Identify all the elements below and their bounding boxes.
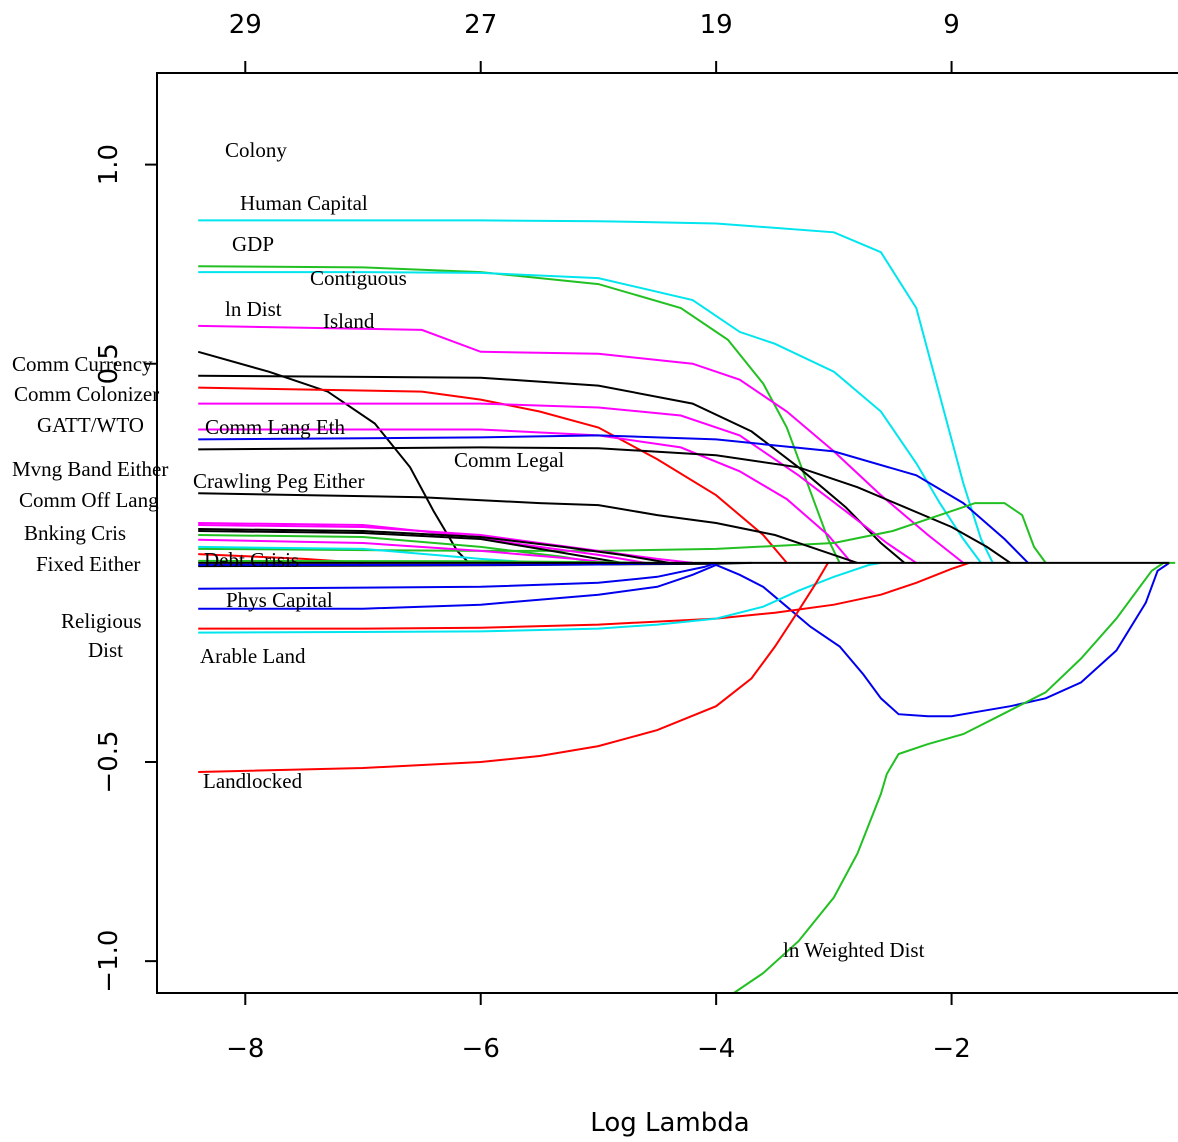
top-tick-label: 29 — [229, 10, 262, 40]
series-label: Debt Crisis — [204, 548, 299, 572]
series-label: Comm Legal — [454, 448, 564, 472]
series-line-14 — [198, 522, 646, 564]
x-tick-label: −8 — [226, 1034, 264, 1064]
series-line-1 — [198, 265, 841, 564]
series-line-27 — [198, 561, 882, 634]
series-line-10 — [198, 446, 1011, 564]
series-line-24 — [198, 561, 717, 590]
series-label: Arable Land — [200, 644, 306, 668]
series-label: Island — [323, 309, 375, 333]
series-line-12 — [198, 492, 858, 564]
series-line-9 — [198, 434, 1029, 564]
series-labels: Colony Human Capital GDP Contiguous ln D… — [12, 138, 925, 962]
top-tick-label: 9 — [943, 10, 960, 40]
series-label: Bnking Cris — [24, 521, 126, 545]
series-line-0 — [198, 219, 994, 564]
series-label: Comm Colonizer — [14, 382, 159, 406]
series-label: Comm Off Lang — [19, 488, 159, 512]
series-lines — [197, 219, 1176, 994]
series-label: GATT/WTO — [37, 413, 144, 437]
series-label: Dist — [88, 638, 123, 662]
series-line-7 — [198, 402, 917, 564]
series-line-16 — [198, 530, 623, 564]
series-label: Landlocked — [203, 769, 303, 793]
series-line-29 — [733, 561, 1176, 994]
series-line-2 — [198, 271, 982, 564]
series-label: Contiguous — [310, 266, 407, 290]
plot-frame — [156, 72, 1178, 994]
series-label: Colony — [225, 138, 287, 162]
series-label: Human Capital — [240, 191, 368, 215]
series-label: ln Weighted Dist — [783, 938, 925, 962]
series-label: Phys Capital — [226, 588, 333, 612]
x-tick-label: −4 — [697, 1034, 735, 1064]
series-label: Crawling Peg Either — [193, 469, 364, 493]
top-tick-label: 19 — [700, 10, 733, 40]
series-line-18 — [198, 538, 611, 564]
series-line-8 — [198, 428, 853, 564]
x-axis-title: Log Lambda — [590, 1108, 749, 1138]
y-tick-label: −1.0 — [94, 930, 124, 993]
axes: −8−6−4−2029271990−1.0−0.50.51.0 — [94, 10, 971, 1064]
series-line-13 — [198, 524, 693, 564]
series-line-28 — [198, 562, 829, 773]
series-label: GDP — [232, 232, 274, 256]
y-tick-label: 1.0 — [94, 144, 124, 185]
x-tick-label: −6 — [462, 1034, 500, 1064]
series-label: Fixed Either — [36, 552, 140, 576]
series-line-26 — [198, 561, 970, 630]
series-line-3 — [198, 324, 964, 564]
series-line-5 — [198, 374, 906, 564]
top-tick-label: 27 — [464, 10, 497, 40]
series-line-15 — [198, 528, 670, 564]
y-tick-label: 0.5 — [94, 343, 124, 384]
series-line-6 — [198, 386, 788, 564]
y-tick-label: −0.5 — [94, 730, 124, 793]
series-label: Religious — [61, 609, 142, 633]
series-label: Mvng Band Either — [12, 457, 168, 481]
x-tick-label: −2 — [932, 1034, 970, 1064]
series-line-25 — [198, 562, 1170, 718]
series-label: Comm Lang Eth — [205, 415, 345, 439]
series-label: ln Dist — [225, 297, 282, 321]
series-label: Comm Currency — [12, 352, 153, 376]
